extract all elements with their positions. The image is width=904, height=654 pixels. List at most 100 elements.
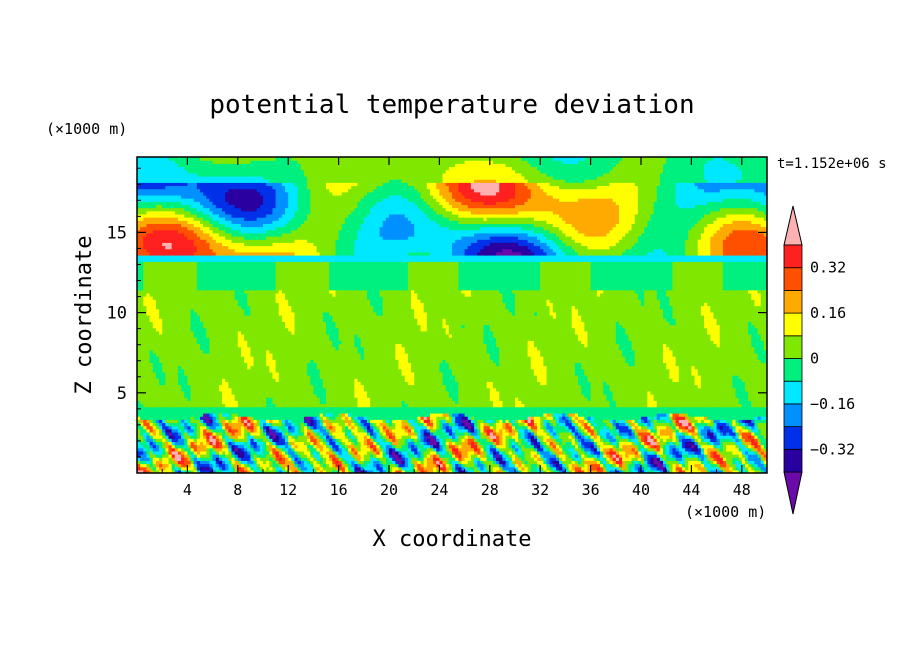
field-cell xyxy=(587,466,592,471)
field-cell xyxy=(379,409,384,414)
field-cell xyxy=(697,435,702,439)
field-cell xyxy=(732,438,737,442)
field-cell xyxy=(259,438,264,442)
field-cell xyxy=(659,438,664,442)
field-cell xyxy=(606,425,611,430)
field-cell xyxy=(713,466,718,471)
field-cell xyxy=(666,419,670,424)
field-cell xyxy=(297,457,302,461)
field-cell xyxy=(436,466,440,471)
field-cell xyxy=(722,412,727,417)
field-cell xyxy=(300,425,305,430)
field-cell xyxy=(307,416,311,420)
field-cell xyxy=(303,425,308,430)
field-cell xyxy=(266,425,270,430)
field-cell xyxy=(694,409,699,414)
field-cell xyxy=(508,457,513,461)
field-cell xyxy=(464,444,469,449)
field-cell xyxy=(222,460,226,465)
field-cell xyxy=(250,431,255,436)
field-cell xyxy=(288,454,292,458)
field-cell xyxy=(694,457,699,461)
field-cell xyxy=(231,441,236,446)
field-cell xyxy=(587,403,592,408)
field-cell xyxy=(741,425,746,430)
field-cell xyxy=(137,409,141,414)
field-cell xyxy=(159,447,163,452)
field-cell xyxy=(593,409,598,414)
field-cell xyxy=(625,403,629,408)
field-cell xyxy=(565,428,570,433)
field-cell xyxy=(732,469,737,473)
field-cell xyxy=(467,397,472,401)
field-cell xyxy=(505,460,510,465)
field-cell xyxy=(622,422,626,427)
field-cell xyxy=(581,450,585,455)
field-cell xyxy=(754,400,759,405)
field-cell xyxy=(272,425,277,430)
field-cell xyxy=(757,454,762,458)
field-cell xyxy=(480,400,485,405)
field-cell xyxy=(461,460,466,465)
field-cell xyxy=(159,463,163,468)
field-cell xyxy=(625,419,629,424)
field-cell xyxy=(307,457,311,461)
field-cell xyxy=(404,428,409,433)
field-cell xyxy=(442,457,447,461)
field-cell xyxy=(571,409,576,414)
field-cell xyxy=(596,419,601,424)
field-cell xyxy=(663,397,667,401)
field-cell xyxy=(587,454,592,458)
field-cell xyxy=(237,438,242,442)
field-cell xyxy=(527,457,532,461)
field-cell xyxy=(300,444,305,449)
field-cell xyxy=(326,403,330,408)
field-cell xyxy=(285,466,289,471)
field-cell xyxy=(152,425,157,430)
field-cell xyxy=(729,435,733,439)
field-cell xyxy=(757,412,762,417)
field-cell xyxy=(177,419,182,424)
field-cell xyxy=(581,406,585,411)
field-cell xyxy=(149,457,154,461)
field-cell xyxy=(474,406,478,411)
field-cell xyxy=(612,447,617,452)
field-cell xyxy=(540,450,544,455)
field-cell xyxy=(641,447,645,452)
field-cell xyxy=(663,447,667,452)
field-cell xyxy=(209,463,214,468)
field-cell xyxy=(650,435,655,439)
field-cell xyxy=(729,447,733,452)
field-cell xyxy=(470,400,475,405)
field-cell xyxy=(206,469,211,473)
field-cell xyxy=(240,447,245,452)
field-cell xyxy=(187,466,192,471)
field-cell xyxy=(726,412,730,417)
field-cell xyxy=(291,454,296,458)
field-cell xyxy=(237,450,242,455)
field-cell xyxy=(137,425,141,430)
field-cell xyxy=(389,403,393,408)
field-cell xyxy=(499,457,503,461)
field-cell xyxy=(165,422,170,427)
field-cell xyxy=(379,447,384,452)
field-cell xyxy=(335,400,340,405)
field-cell xyxy=(177,400,182,405)
field-cell xyxy=(174,428,179,433)
field-cell xyxy=(351,441,355,446)
field-cell xyxy=(606,409,611,414)
field-cell xyxy=(319,409,324,414)
field-cell xyxy=(370,435,374,439)
field-cell xyxy=(738,454,743,458)
field-cell xyxy=(609,428,614,433)
field-cell xyxy=(552,394,557,398)
field-cell xyxy=(474,425,478,430)
field-cell xyxy=(581,441,585,446)
field-cell xyxy=(590,441,595,446)
field-cell xyxy=(533,431,538,436)
field-cell xyxy=(168,406,173,411)
field-cell xyxy=(496,460,500,465)
field-cell xyxy=(628,438,633,442)
field-cell xyxy=(360,406,365,411)
field-cell xyxy=(363,469,368,473)
